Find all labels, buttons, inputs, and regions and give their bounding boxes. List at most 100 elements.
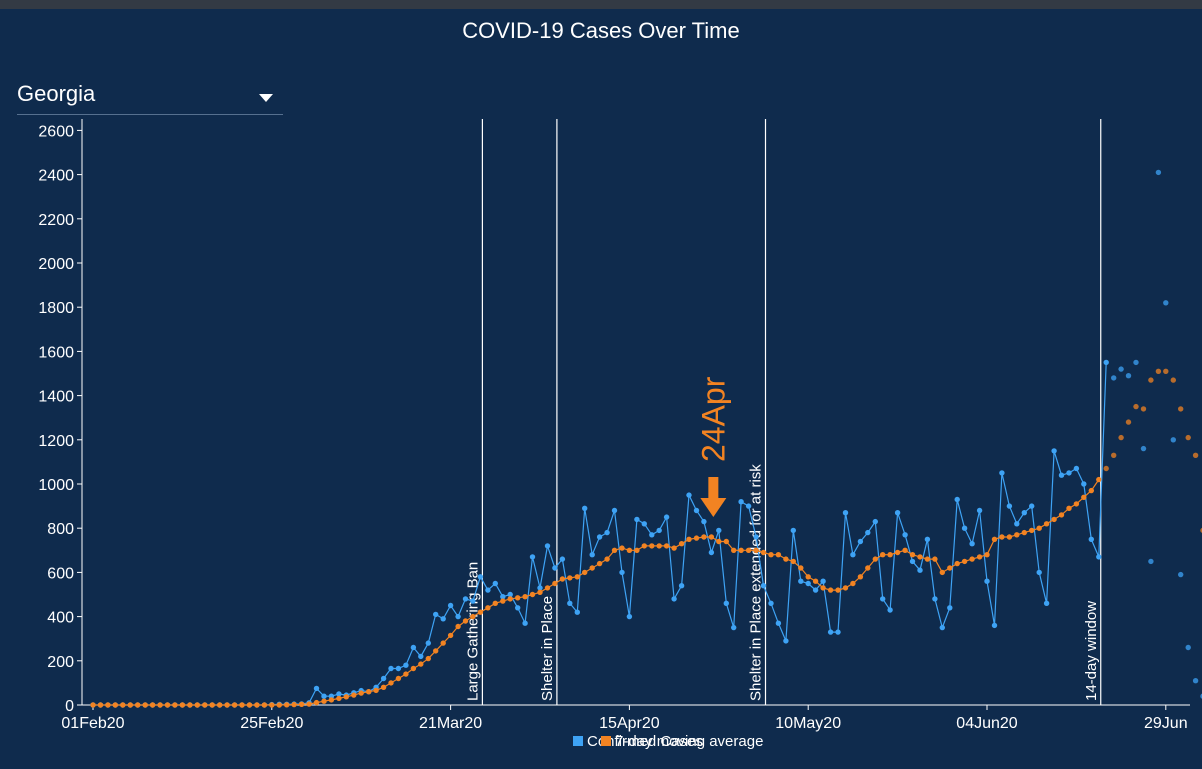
average-point: [1066, 505, 1072, 511]
confirmed-point: [701, 518, 707, 525]
average-point: [388, 680, 394, 686]
confirmed-point: [596, 534, 603, 540]
average-point: [261, 702, 268, 708]
average-point: [686, 536, 692, 542]
confirmed-point: [753, 534, 759, 540]
average-point: [947, 565, 953, 571]
average-point: [932, 556, 938, 562]
average-point: [529, 591, 536, 598]
confirmed-point: [924, 536, 931, 542]
average-point: [731, 547, 737, 553]
confirmed-point: [1051, 448, 1057, 454]
average-point: [708, 534, 715, 540]
confirmed-point: [954, 496, 960, 503]
average-point: [894, 549, 901, 556]
average-point: [418, 661, 424, 667]
confirmed-point: [716, 527, 722, 534]
average-point: [842, 585, 849, 591]
confirmed-point: [678, 583, 685, 589]
confirmed-projected-point: [1133, 359, 1139, 366]
confirmed-point: [738, 499, 744, 505]
average-point: [105, 702, 111, 708]
average-projected-point: [1133, 403, 1139, 410]
average-point: [1081, 494, 1087, 500]
average-point: [745, 547, 752, 553]
average-projected-point: [1148, 377, 1154, 383]
average-point: [939, 569, 945, 576]
average-point: [790, 558, 796, 565]
average-point: [596, 560, 603, 567]
average-point: [485, 605, 491, 611]
top-bar: [0, 0, 1202, 9]
confirmed-point: [313, 685, 320, 692]
legend-item-average[interactable]: 7-day moving average: [601, 733, 763, 750]
average-point: [656, 543, 662, 549]
confirmed-projected-point: [1170, 437, 1177, 443]
average-point: [611, 547, 618, 553]
y-tick-label: 0: [65, 698, 74, 715]
state-dropdown[interactable]: Georgia: [17, 78, 283, 115]
confirmed-point: [1081, 481, 1087, 487]
average-point: [172, 702, 178, 708]
average-point: [239, 702, 245, 708]
average-point: [880, 552, 886, 558]
average-point: [1029, 527, 1035, 534]
average-point: [567, 575, 573, 581]
confirmed-point: [500, 594, 506, 600]
average-point: [798, 565, 804, 571]
confirmed-point: [611, 507, 618, 514]
average-point: [380, 684, 387, 690]
average-point: [872, 556, 878, 562]
event-label: Shelter in Place extended for at risk: [748, 464, 765, 701]
confirmed-point: [723, 600, 729, 606]
confirmed-projected-point: [1178, 571, 1184, 578]
average-projected-point: [1111, 452, 1117, 458]
average-point: [827, 587, 834, 593]
x-tick-label: 10May20: [775, 715, 841, 732]
average-projected-point: [1140, 406, 1147, 412]
average-point: [1051, 516, 1057, 523]
annotation-arrow-shaft: [708, 477, 719, 499]
confirmed-point: [619, 569, 625, 576]
average-point: [887, 552, 893, 558]
average-point: [909, 552, 916, 558]
confirmed-point: [865, 529, 871, 536]
average-point: [298, 701, 305, 707]
average-point: [306, 701, 312, 707]
average-point: [120, 702, 126, 708]
confirmed-projected-point: [1155, 169, 1162, 176]
y-tick-label: 600: [47, 565, 74, 582]
y-tick-label: 1600: [38, 344, 74, 361]
confirmed-point: [403, 662, 409, 668]
average-point: [492, 600, 498, 606]
confirmed-point: [902, 532, 908, 538]
confirmed-point: [1021, 510, 1027, 516]
legend-item-confirmed[interactable]: Confirmed Cases: [573, 733, 703, 750]
average-point: [403, 671, 409, 677]
y-tick-label: 2000: [38, 256, 74, 273]
average-point: [269, 702, 275, 708]
average-point: [753, 547, 759, 553]
confirmed-point: [1088, 536, 1095, 542]
average-projected-point: [1192, 452, 1199, 458]
confirmed-point: [991, 622, 998, 629]
average-point: [447, 632, 454, 639]
confirmed-point: [760, 583, 767, 589]
y-tick-label: 2200: [38, 212, 74, 229]
confirmed-point: [395, 665, 402, 672]
average-point: [604, 556, 610, 562]
y-tick-label: 1200: [38, 433, 74, 450]
confirmed-point: [515, 605, 521, 611]
average-point: [410, 665, 417, 672]
confirmed-point: [745, 503, 752, 509]
confirmed-line: [93, 362, 1107, 706]
legend-swatch-average: [601, 736, 611, 746]
average-point: [470, 613, 476, 620]
average-point: [835, 587, 841, 593]
average-point: [1096, 476, 1102, 483]
x-tick-label: 29Jun: [1144, 715, 1188, 732]
confirmed-point: [410, 644, 417, 651]
confirmed-point: [1006, 503, 1013, 509]
average-point: [440, 640, 446, 646]
